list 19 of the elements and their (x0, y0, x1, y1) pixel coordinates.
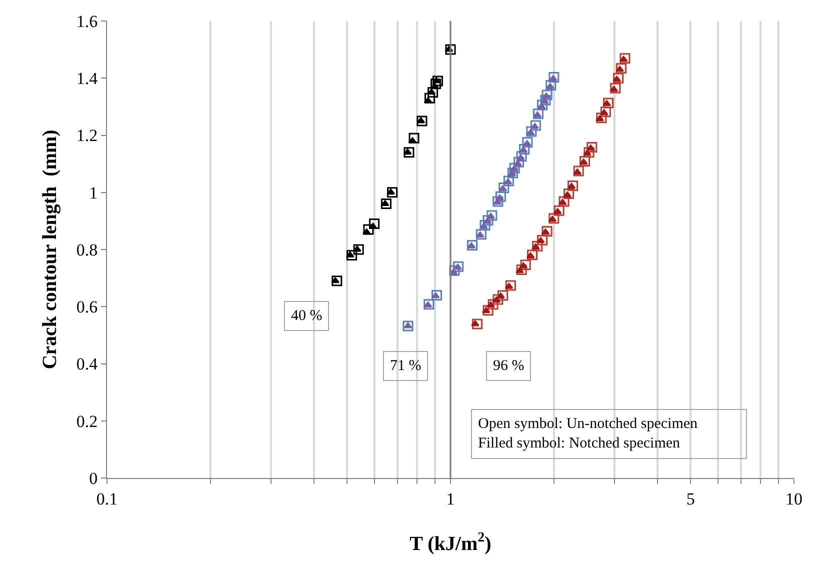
x-tick-label: 0.1 (96, 489, 118, 508)
y-tick-label: 0.2 (76, 412, 98, 431)
y-tick-label: 1.6 (76, 12, 98, 31)
x-tick-label: 10 (786, 489, 802, 508)
annotation: Open symbol: Un-notched specimen Filled symbol: Notched specimen (478, 416, 698, 452)
y-axis-title: Crack contour length (mm) (38, 130, 61, 370)
y-tick-label: 1.2 (76, 126, 98, 146)
y-tick-label: 0.6 (76, 298, 98, 317)
y-tick-label: 0.8 (76, 240, 98, 260)
y-tick-label: 1 (89, 183, 98, 202)
annotation: 96 % (493, 358, 524, 374)
y-tick-label: 1.4 (76, 69, 98, 88)
x-tick-label: 1 (446, 489, 455, 508)
annotation: 71 % (390, 358, 422, 374)
x-axis-title: T (kJ/m$^{2}$) (410, 530, 492, 555)
y-tick-label: 0.4 (76, 354, 98, 374)
x-tick-label: 5 (686, 489, 695, 508)
annotation: 40 % (291, 308, 322, 324)
y-tick-label: 0 (89, 468, 98, 488)
